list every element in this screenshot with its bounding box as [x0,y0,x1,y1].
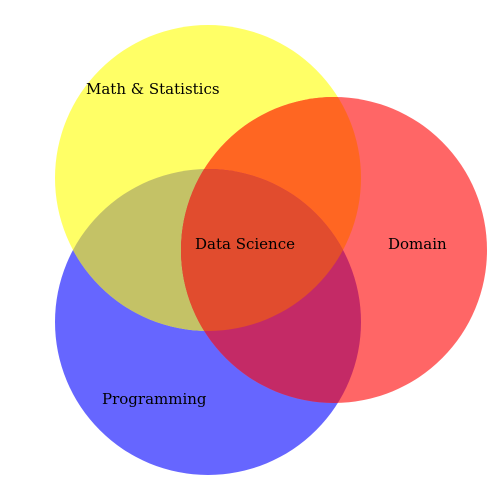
domain-label: Domain [388,235,447,253]
data-science-label: Data Science [195,235,295,253]
programming-label: Programming [102,390,207,408]
math-statistics-label: Math & Statistics [86,80,220,98]
